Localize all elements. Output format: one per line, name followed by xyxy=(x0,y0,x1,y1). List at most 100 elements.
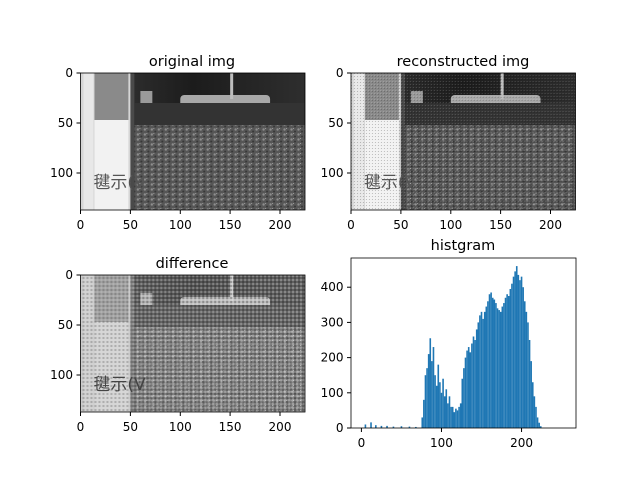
histogram-bar xyxy=(499,311,502,428)
histogram-bar xyxy=(474,340,476,428)
y-tick-label: 0 xyxy=(336,421,344,435)
y-ticks: 0 50 100 xyxy=(321,66,351,180)
axes-frame xyxy=(350,257,577,429)
x-ticks: 0 100 200 xyxy=(358,428,533,450)
histogram-bar xyxy=(490,292,492,428)
histogram-bar xyxy=(400,426,403,428)
histogram-bar xyxy=(440,392,443,428)
x-tick-label: 200 xyxy=(269,218,292,232)
histogram-bar xyxy=(427,354,430,428)
x-tick-label: 100 xyxy=(169,218,192,232)
x-tick-label: 50 xyxy=(393,218,408,232)
x-tick-label: 0 xyxy=(77,218,85,232)
histogram-bar xyxy=(421,417,424,428)
histogram-bar xyxy=(493,299,496,428)
histogram-bar xyxy=(432,347,435,428)
x-tick-label: 200 xyxy=(510,436,533,450)
histogram-bar xyxy=(469,352,472,428)
histogram-bar xyxy=(530,361,532,428)
axes-frame xyxy=(80,72,306,211)
panel-histogram: histgram 0 100 200 0 100 200 300 400 xyxy=(321,238,577,450)
x-tick-label: 0 xyxy=(77,420,85,434)
histogram-bar xyxy=(512,276,515,428)
panel-title: difference xyxy=(156,256,229,272)
axes-frame xyxy=(80,274,306,413)
histogram-bar xyxy=(471,343,473,428)
histogram-bar xyxy=(523,301,526,428)
y-tick-label: 50 xyxy=(58,318,73,332)
x-tick-label: 100 xyxy=(430,436,453,450)
y-tick-label: 0 xyxy=(65,268,73,282)
x-tick-label: 200 xyxy=(269,420,292,434)
histogram-bar xyxy=(533,396,536,428)
histogram-bar xyxy=(375,425,377,428)
histogram-bar xyxy=(459,403,462,428)
x-tick-label: 200 xyxy=(539,218,562,232)
histogram-bar xyxy=(496,308,499,428)
histogram-bar xyxy=(479,315,481,428)
histogram-bar xyxy=(424,375,427,428)
y-ticks: 0 50 100 xyxy=(50,268,81,382)
histogram-bar xyxy=(483,311,486,428)
histogram-bar xyxy=(426,368,428,428)
histogram-bar xyxy=(495,303,497,428)
image-overlay-text: 毽示(V xyxy=(93,173,145,193)
x-tick-label: 50 xyxy=(123,420,138,434)
x-ticks: 0 50 100 150 200 xyxy=(77,210,292,232)
image-original: 毽示(V xyxy=(80,73,306,210)
image-overlay-text: 毽示(V xyxy=(93,375,145,395)
histogram-bar xyxy=(511,283,513,428)
histogram-bar xyxy=(520,276,523,428)
histogram-bar xyxy=(445,389,448,428)
y-tick-label: 400 xyxy=(321,280,344,294)
histogram-bar xyxy=(498,310,500,428)
panel-difference: difference 毽示(V 0 50 100 150 200 0 50 1 xyxy=(50,256,306,434)
panel-original: original img 毽示(V 0 50 100 150 200 0 50 … xyxy=(50,54,306,232)
histogram-bar xyxy=(456,410,459,428)
histogram-bar xyxy=(434,375,436,428)
histogram-bar xyxy=(517,274,520,428)
histogram-bar xyxy=(472,336,475,428)
histogram-bar xyxy=(392,426,395,428)
x-tick-label: 150 xyxy=(219,218,242,232)
histogram-bar xyxy=(477,322,480,428)
histogram-bar xyxy=(443,396,446,428)
histogram-bar xyxy=(370,422,372,428)
x-tick-label: 0 xyxy=(358,436,366,450)
x-tick-label: 100 xyxy=(169,420,192,434)
histogram-bar xyxy=(535,406,537,428)
histogram-bar xyxy=(507,296,510,428)
y-ticks: 0 50 100 xyxy=(50,66,81,180)
y-tick-label: 50 xyxy=(58,116,73,130)
histogram-bar xyxy=(536,417,539,428)
x-ticks: 0 50 100 150 200 xyxy=(347,210,562,232)
histogram-bar xyxy=(453,412,456,428)
histogram-bar xyxy=(450,406,452,428)
histogram-bar xyxy=(455,408,457,428)
panel-reconstructed: reconstructed img 毽示(V 0 50 100 150 200 … xyxy=(321,54,576,232)
histogram-bar xyxy=(538,422,540,428)
histogram-bar xyxy=(501,306,504,428)
y-tick-label: 100 xyxy=(50,368,73,382)
histogram-bar xyxy=(437,364,440,428)
histogram-bar xyxy=(487,301,489,428)
histogram-bar xyxy=(466,350,468,428)
histogram-bar xyxy=(380,425,383,428)
panel-title: reconstructed img xyxy=(397,54,530,70)
histogram-bar xyxy=(504,297,507,428)
histogram-bar xyxy=(528,340,531,428)
x-tick-label: 50 xyxy=(123,218,138,232)
x-tick-label: 0 xyxy=(347,218,355,232)
histogram-bar xyxy=(515,266,518,428)
histogram-bar xyxy=(539,426,542,428)
histogram-bar xyxy=(475,329,478,428)
histogram-bar xyxy=(386,425,388,428)
histogram-bar xyxy=(527,322,529,428)
histogram-bar xyxy=(464,357,467,428)
x-tick-label: 100 xyxy=(439,218,462,232)
histogram-bar xyxy=(503,303,505,428)
image-difference: 毽示(V xyxy=(80,275,306,412)
histogram-bar xyxy=(442,378,444,428)
histogram-bar xyxy=(415,426,417,428)
